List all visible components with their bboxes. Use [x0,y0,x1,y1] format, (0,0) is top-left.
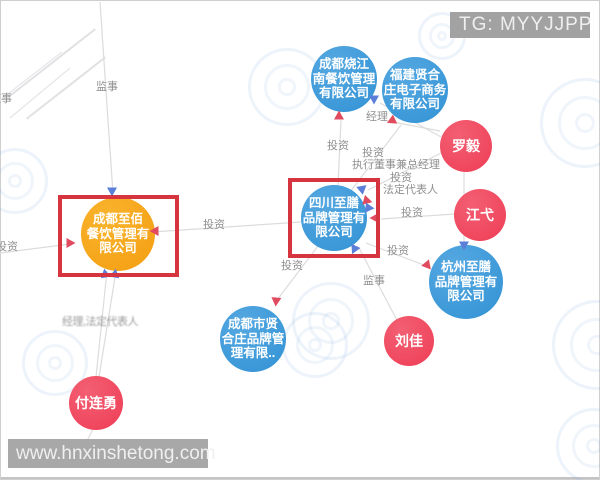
edge-arrowhead-red [66,238,76,248]
graph-edge [392,121,441,132]
node-hangzhou-zhishan[interactable]: 杭州至膳 品牌管理有 限公司 [429,245,503,319]
graph-edge [337,119,342,186]
edge-arrowhead-blue [369,95,379,105]
node-label-line: 付连勇 [75,394,117,411]
node-luo-yi[interactable]: 罗毅 [440,120,492,172]
node-label-line: 四川至膳 [308,195,359,210]
node-label-line: 餐饮管理有 [86,226,150,241]
edge-label: 投资 [327,140,349,152]
graph-edge [98,270,117,378]
node-sichuan-zhishan[interactable]: 四川至膳 品牌管理有 限公司 [301,185,367,251]
graph-edge [99,1,114,195]
graph-edge [367,151,444,191]
edge-arrowhead-blue [459,241,469,251]
graph-edge [276,245,319,301]
graph-edge [95,270,108,378]
edge-label: 投资 [203,219,225,231]
node-chengdu-zhibai[interactable]: 成都至佰 餐饮管理有 限公司 [81,197,155,271]
edge-arrowhead-red [334,110,344,120]
watermark-swirl-icon [248,48,326,126]
edge-label: 投资 [401,207,423,219]
node-fujian-xianhezhuang[interactable]: 福建贤合 庄电子商务 有限公司 [382,57,448,123]
edge-arrowhead-blue [365,202,375,214]
node-label-line: 南餐饮管理 [312,71,376,86]
edge-label: 投资 [0,241,18,253]
edge-arrowhead-red [369,213,379,223]
node-jiang-yi[interactable]: 江弋 [454,189,506,241]
edge-arrowhead-red [149,226,159,236]
edge-label: 执行董事兼总经理 [352,159,440,171]
graph-edge [0,51,63,101]
edge-label: 投资 [390,172,412,184]
node-chengdushi-xianhezhuang[interactable]: 成都市贤 合庄品牌管 理有限.. [220,306,286,372]
node-label-line: 刘佳 [395,332,423,349]
edge-label: 监事 [363,275,385,287]
node-label-line: 有限公司 [389,97,440,112]
node-label-line: 有限公司 [318,86,369,101]
edge-label: 法定代表人 [383,184,438,196]
graph-edge [380,213,456,220]
node-label-line: 合庄品牌管 [221,331,285,346]
site-watermark-badge: www.hnxinshetong.com [8,439,216,468]
edge-label: 监事 [0,93,12,105]
node-label-line: 品牌管理有 [434,274,498,289]
edge-label: 投资 [281,260,303,272]
node-label-line: 限公司 [447,289,485,304]
node-liu-jia[interactable]: 刘佳 [384,316,434,366]
watermark-swirl-icon [22,330,88,396]
edge-arrowhead-red [270,297,282,307]
tg-watermark-badge: TG: MYYJJPP [450,12,591,38]
node-label-line: 品牌管理有 [302,210,366,225]
node-label-line: 庄电子商务 [383,82,447,97]
node-label-line: 理有限.. [230,346,276,361]
edge-arrowhead-blue [107,187,117,197]
node-label-line: 江弋 [466,206,494,223]
edge-arrowhead-blue [109,267,121,279]
node-label-line: 成都市贤 [227,316,278,331]
node-label-line: 福建贤合 [389,67,440,82]
edge-label: 监事 [96,81,118,93]
edge-label: 投资 [362,147,384,159]
node-label-line: 罗毅 [452,137,480,154]
edge-label: 经理,法定代表人 [62,316,139,328]
node-label-line: 限公司 [315,225,353,240]
graph-edge [9,67,71,119]
edge-label: 投资 [387,245,409,257]
node-chengdu-shaojiangnan[interactable]: 成都烧江 南餐饮管理 有限公司 [311,46,377,112]
graph-edge [151,221,302,233]
node-label-line: 限公司 [99,241,137,256]
node-label-line: 成都烧江 [318,56,369,71]
watermark-swirl-icon [0,148,48,214]
node-label-line: 成都至佰 [92,211,143,226]
graph-edge [358,247,400,325]
node-label-line: 杭州至膳 [440,259,491,274]
node-fu-lianyong[interactable]: 付连勇 [69,376,123,430]
edge-label: 经理 [366,111,388,123]
